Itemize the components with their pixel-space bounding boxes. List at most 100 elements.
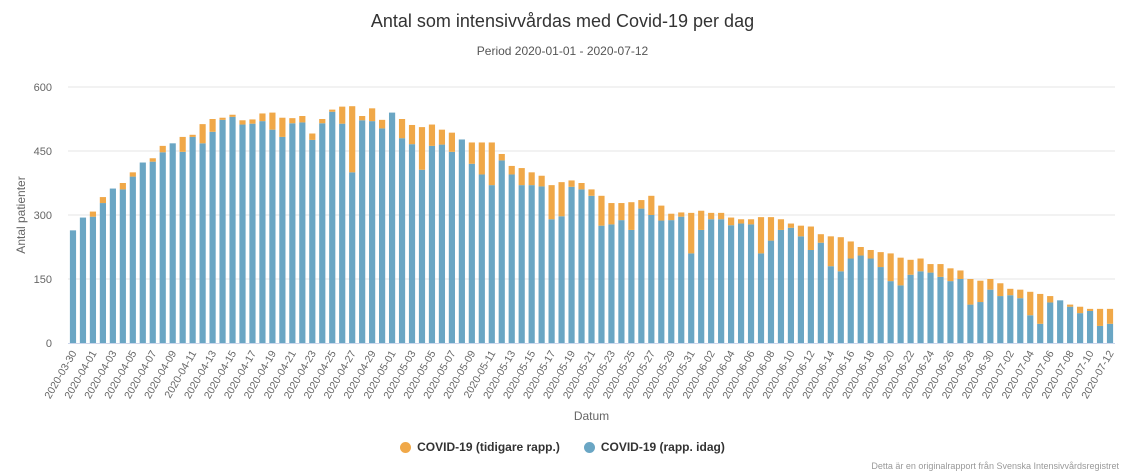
bar-idag[interactable] [1017,298,1024,343]
bar-tidigare[interactable] [997,283,1004,297]
bar-idag[interactable] [249,123,256,344]
bar-tidigare[interactable] [89,211,97,217]
bar-tidigare[interactable] [119,183,126,190]
bar-tidigare[interactable] [1007,288,1014,296]
bar-idag[interactable] [957,279,964,343]
bar-tidigare[interactable] [269,112,276,130]
bar-idag[interactable] [1077,313,1084,343]
bar-tidigare[interactable] [279,117,286,137]
bar-idag[interactable] [568,186,575,343]
bar-idag[interactable] [997,296,1004,343]
bar-tidigare[interactable] [478,142,485,175]
bar-tidigare[interactable] [837,237,844,272]
bar-idag[interactable] [189,136,196,343]
bar-tidigare[interactable] [847,241,854,259]
bar-tidigare[interactable] [897,257,904,286]
bar-tidigare[interactable] [907,259,914,275]
bar-idag[interactable] [408,144,416,343]
bar-tidigare[interactable] [718,212,725,220]
bar-tidigare[interactable] [807,226,814,250]
bar-idag[interactable] [1047,302,1054,343]
bar-idag[interactable] [897,285,904,343]
bar-tidigare[interactable] [498,153,505,161]
legend-item-tidigare[interactable]: COVID-19 (tidigare rapp.) [400,440,560,454]
bar-idag[interactable] [379,128,386,343]
bar-tidigare[interactable] [538,175,545,187]
bar-idag[interactable] [159,152,166,343]
bar-tidigare[interactable] [209,119,216,132]
legend-item-idag[interactable]: COVID-19 (rapp. idag) [583,440,725,454]
bar-idag[interactable] [279,136,286,343]
bar-tidigare[interactable] [917,258,924,272]
bar-idag[interactable] [219,119,226,343]
bar-idag[interactable] [857,255,864,343]
bar-tidigare[interactable] [548,185,555,220]
bar-idag[interactable] [309,139,316,343]
bar-tidigare[interactable] [937,264,944,277]
bar-tidigare[interactable] [618,203,625,221]
bar-idag[interactable] [618,220,625,343]
bar-idag[interactable] [99,203,106,343]
bar-idag[interactable] [1057,300,1064,343]
bar-idag[interactable] [548,219,555,343]
bar-idag[interactable] [149,161,156,343]
bar-idag[interactable] [907,274,914,343]
bar-tidigare[interactable] [698,210,705,230]
bar-tidigare[interactable] [708,212,715,220]
bar-idag[interactable] [339,123,346,344]
bar-idag[interactable] [688,253,695,343]
bar-idag[interactable] [498,160,505,343]
bar-idag[interactable] [89,216,97,343]
bar-tidigare[interactable] [1096,308,1104,326]
bar-tidigare[interactable] [309,133,316,140]
bar-tidigare[interactable] [528,172,535,186]
bar-idag[interactable] [1067,306,1074,343]
bar-tidigare[interactable] [259,113,266,122]
bar-idag[interactable] [259,121,266,343]
bar-idag[interactable] [947,281,954,343]
bar-idag[interactable] [787,227,795,343]
bar-idag[interactable] [767,240,775,343]
bar-tidigare[interactable] [668,213,675,221]
bar-idag[interactable] [698,229,705,343]
bar-tidigare[interactable] [408,124,416,145]
bar-idag[interactable] [827,266,834,343]
bar-idag[interactable] [229,116,236,343]
credit-text[interactable]: Detta är en originalrapport från Svenska… [871,461,1119,471]
bar-idag[interactable] [448,151,455,343]
bar-tidigare[interactable] [827,236,834,267]
bar-tidigare[interactable] [438,129,446,145]
bar-tidigare[interactable] [747,219,755,225]
bar-tidigare[interactable] [379,119,386,129]
bar-tidigare[interactable] [189,134,196,137]
bar-idag[interactable] [508,174,515,343]
bar-tidigare[interactable] [588,189,595,196]
bar-tidigare[interactable] [239,120,246,125]
bar-idag[interactable] [349,172,356,343]
bar-tidigare[interactable] [1106,308,1114,324]
bar-idag[interactable] [468,163,475,343]
bar-tidigare[interactable] [518,168,525,186]
bar-tidigare[interactable] [957,270,964,279]
bar-tidigare[interactable] [129,172,136,177]
bar-idag[interactable] [937,276,944,343]
bar-idag[interactable] [678,216,685,343]
bar-tidigare[interactable] [349,106,356,173]
bar-idag[interactable] [777,229,785,343]
bar-tidigare[interactable] [369,108,376,122]
bar-tidigare[interactable] [728,217,735,226]
bar-idag[interactable] [817,242,824,343]
bar-idag[interactable] [139,162,146,343]
bar-idag[interactable] [209,131,216,343]
bar-idag[interactable] [608,224,615,343]
bar-idag[interactable] [428,145,436,343]
bar-idag[interactable] [398,138,406,343]
bar-idag[interactable] [578,189,585,343]
bar-idag[interactable] [299,122,306,343]
bar-tidigare[interactable] [1027,291,1034,316]
bar-tidigare[interactable] [488,142,495,186]
bar-tidigare[interactable] [339,106,346,124]
bar-tidigare[interactable] [787,223,795,228]
bar-tidigare[interactable] [967,279,974,305]
bar-tidigare[interactable] [1037,293,1044,324]
